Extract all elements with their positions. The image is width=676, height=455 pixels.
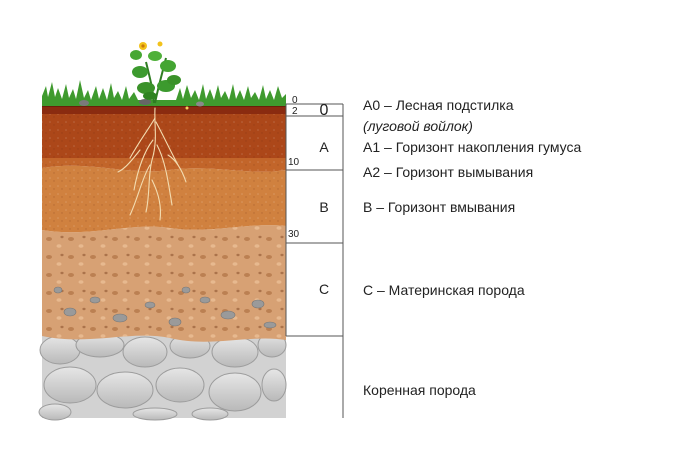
horizon-scale [285, 103, 344, 418]
desc-b: В – Горизонт вмывания [363, 199, 516, 215]
depth-tick-10: 10 [288, 157, 300, 168]
horizon-letter-b: B [319, 199, 329, 215]
horizon-letter-c: C [318, 281, 330, 297]
desc-a0: А0 – Лесная подстилка [363, 97, 514, 113]
desc-bedrock: Коренная порода [363, 382, 476, 398]
grass-surface [42, 80, 286, 110]
plant [130, 41, 181, 104]
desc-c: С – Материнская порода [363, 282, 525, 298]
depth-tick-30: 30 [288, 229, 300, 240]
desc-a2: А2 – Горизонт вымывания [363, 164, 534, 180]
a1-horizon-layer [42, 113, 286, 158]
plant-roots [117, 107, 187, 221]
b-horizon-layer [42, 165, 286, 233]
bedrock-layer [38, 330, 287, 421]
horizon-letter-a: A [319, 139, 329, 155]
desc-a1: А1 – Горизонт накопления гумуса [363, 139, 582, 155]
c-horizon-layer [42, 225, 286, 342]
horizon-letter-0: 0 [319, 102, 329, 119]
depth-tick-2: 2 [292, 106, 298, 117]
depth-tick-0: 0 [292, 95, 298, 106]
desc-a0-sub: (луговой войлок) [363, 118, 473, 134]
